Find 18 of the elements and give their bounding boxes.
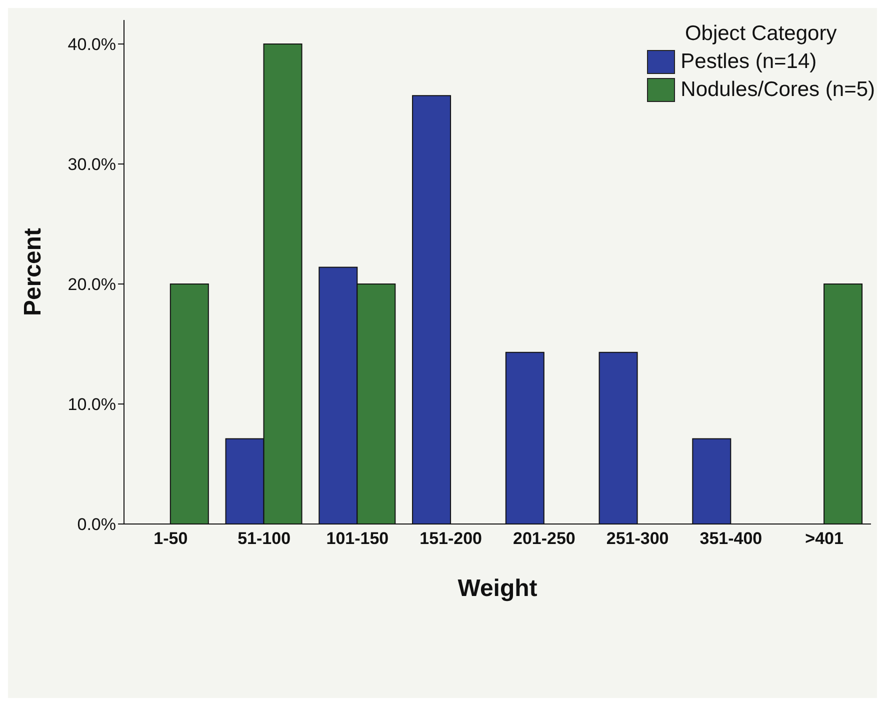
x-tick-label: 51-100 [238,529,291,548]
legend-label: Pestles (n=14) [680,49,817,75]
y-tick-label: 20.0% [68,275,116,294]
y-tick-label: 40.0% [68,35,116,54]
y-tick-label: 30.0% [68,155,116,174]
legend-label: Nodules/Cores (n=5) [680,77,875,103]
x-tick-label: 101-150 [326,529,389,548]
x-axis-title: Weight [458,575,538,602]
y-tick-label: 10.0% [68,395,116,414]
x-tick-label: 151-200 [420,529,482,548]
x-tick-label: 251-300 [606,529,669,548]
y-tick-label: 0.0% [77,515,116,534]
x-tick-label: >401 [805,529,844,548]
x-tick-label: 1-50 [154,529,188,548]
x-tick-label: 201-250 [512,529,576,548]
x-tick-label: 351-400 [700,529,762,548]
y-axis-title: Percent [20,228,47,316]
legend-title: Object Category [684,21,838,47]
